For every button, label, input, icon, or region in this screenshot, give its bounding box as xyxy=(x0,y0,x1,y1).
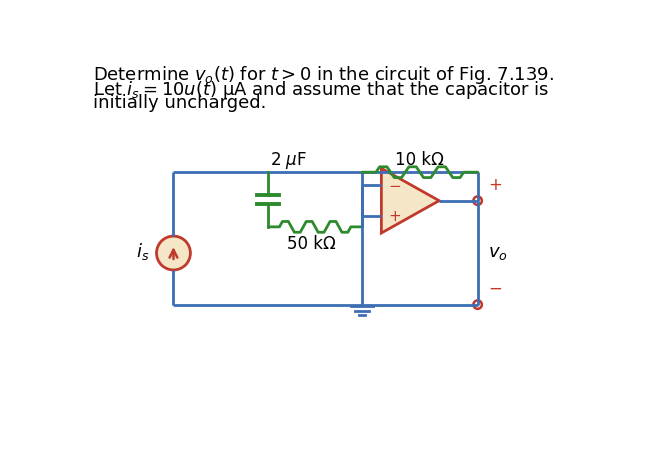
Text: 2 $\mu$F: 2 $\mu$F xyxy=(270,150,308,171)
Text: Let $i_s = 10u(t)$ μA and assume that the capacitor is: Let $i_s = 10u(t)$ μA and assume that th… xyxy=(93,79,549,101)
Text: 10 kΩ: 10 kΩ xyxy=(396,151,444,169)
Text: $-$: $-$ xyxy=(388,177,401,192)
Text: $v_o$: $v_o$ xyxy=(488,244,508,261)
Polygon shape xyxy=(382,168,439,233)
Circle shape xyxy=(157,236,190,270)
Text: $+$: $+$ xyxy=(388,210,401,225)
Text: Determine $v_o(t)$ for $t > 0$ in the circuit of Fig. 7.139.: Determine $v_o(t)$ for $t > 0$ in the ci… xyxy=(93,64,553,86)
Text: $-$: $-$ xyxy=(488,279,503,297)
Text: 50 kΩ: 50 kΩ xyxy=(287,235,336,254)
Text: $i_s$: $i_s$ xyxy=(135,241,149,262)
Text: initially uncharged.: initially uncharged. xyxy=(93,95,266,112)
Text: $+$: $+$ xyxy=(488,176,503,194)
